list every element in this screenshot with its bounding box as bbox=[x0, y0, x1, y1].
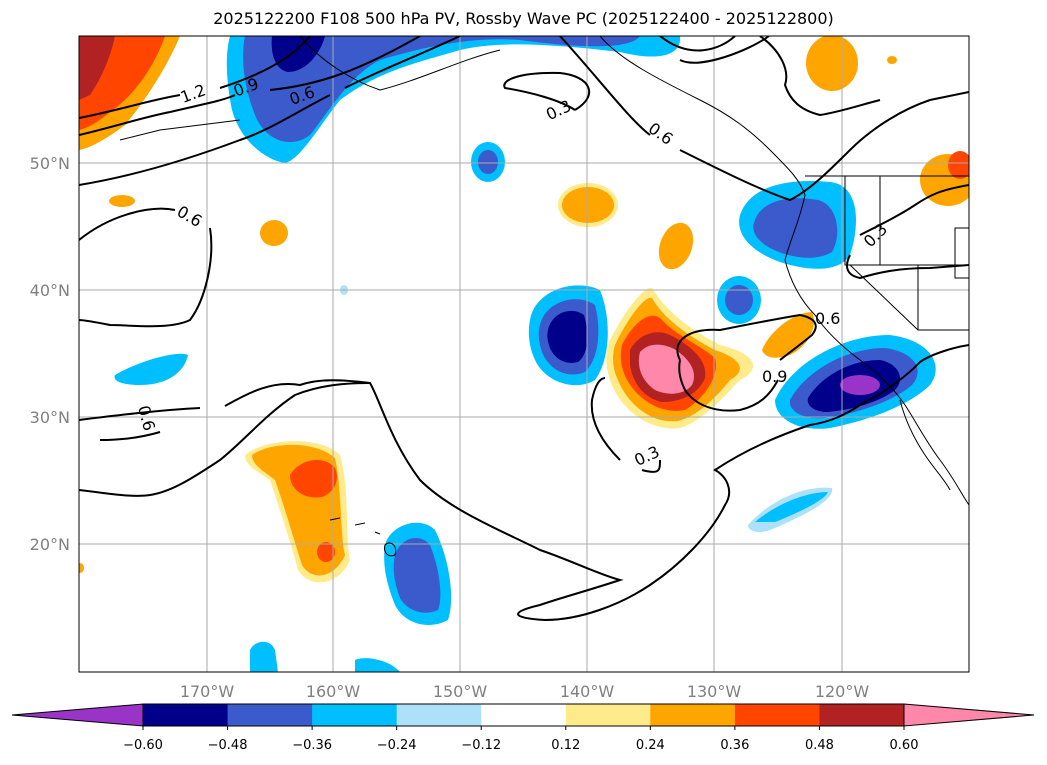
lon-tick-label: 150°W bbox=[433, 682, 488, 701]
anomaly-positive-small-b bbox=[658, 222, 694, 270]
contour-label: 0.6 bbox=[174, 202, 206, 231]
colorbar-tick-label: −0.60 bbox=[123, 738, 163, 753]
lat-tick-label: 30°N bbox=[30, 408, 70, 427]
anomaly-positive-central-max bbox=[638, 344, 695, 394]
contour-0.6-south bbox=[79, 382, 371, 497]
colorbar-tick-label: −0.48 bbox=[208, 738, 248, 753]
colorbar-segment bbox=[481, 704, 567, 726]
north-america-coast bbox=[599, 36, 969, 506]
colorbar-segment bbox=[227, 704, 313, 726]
lat-tick-label: 40°N bbox=[30, 281, 70, 300]
anomaly-positive-small-c bbox=[260, 220, 288, 246]
lat-axis-labels: 20°N 30°N 40°N 50°N bbox=[30, 154, 70, 554]
contour-label: 0.3 bbox=[860, 220, 891, 251]
contour-0.9-central bbox=[676, 313, 817, 412]
anomaly-negative-alaska-mid bbox=[243, 36, 640, 143]
lat-tick-label: 20°N bbox=[30, 535, 70, 554]
contour-label: 0.6 bbox=[815, 309, 840, 328]
contour-label: 0.3 bbox=[631, 442, 662, 470]
lon-tick-label: 140°W bbox=[560, 682, 615, 701]
contour-0.3-north bbox=[503, 71, 590, 111]
contour-label: 0.6 bbox=[134, 403, 159, 433]
colorbar-segment bbox=[734, 704, 820, 726]
contour-0.9 bbox=[79, 36, 421, 136]
lon-tick-label: 160°W bbox=[306, 682, 361, 701]
coastlines bbox=[119, 36, 969, 557]
colorbar-segment bbox=[565, 704, 651, 726]
contour-0.3-ne bbox=[659, 36, 770, 64]
state-borders bbox=[844, 176, 969, 331]
colorbar-extend-max bbox=[903, 703, 1035, 727]
colorbar-segment bbox=[650, 704, 736, 726]
colorbar-tick-label: 0.36 bbox=[720, 738, 749, 753]
anomaly-positive-ne bbox=[806, 36, 858, 91]
colorbar-tick-label: 0.48 bbox=[805, 738, 834, 753]
colorbar-tick-label: −0.36 bbox=[292, 738, 332, 753]
map-frame bbox=[78, 35, 970, 673]
colorbar-outline bbox=[142, 703, 905, 727]
colorbar: −0.60 −0.48 −0.36 −0.24 −0.12 0.12 0.24 0.36 0.4… bbox=[11, 703, 1035, 753]
lat-tick-label: 50°N bbox=[30, 154, 70, 173]
lon-tick-label: 130°W bbox=[687, 682, 742, 701]
pv-anomaly-shading bbox=[79, 36, 969, 672]
hawaii-islands bbox=[329, 517, 397, 557]
lon-tick-label: 170°W bbox=[180, 682, 235, 701]
baja-coast bbox=[899, 399, 951, 491]
contour-0.6-west bbox=[79, 207, 213, 328]
contour-0.3-east bbox=[846, 184, 969, 280]
anomaly-negative-south-a bbox=[250, 641, 278, 672]
contour-0.6-ne bbox=[559, 36, 969, 202]
colorbar-tick-label: −0.12 bbox=[461, 738, 501, 753]
anomaly-positive-small-d bbox=[109, 195, 135, 207]
contour-1.2 bbox=[79, 36, 311, 119]
contour-0.6-north bbox=[79, 36, 461, 186]
contour-0.6-ne-2 bbox=[759, 36, 881, 117]
colorbar-tick-label: 0.24 bbox=[636, 738, 665, 753]
contour-0.3-central bbox=[590, 377, 661, 473]
map-title: 2025122200 F108 500 hPa PV, Rossby Wave … bbox=[213, 9, 834, 28]
colorbar-extend-min bbox=[11, 703, 144, 727]
anomaly-positive-nw-max bbox=[79, 36, 115, 100]
colorbar-segment bbox=[396, 704, 482, 726]
contour-0.6-main bbox=[79, 344, 969, 622]
contour-label: 1.2 bbox=[178, 80, 208, 107]
pv-contours bbox=[79, 36, 969, 622]
graticule bbox=[79, 36, 969, 672]
colorbar-tick-label: 0.12 bbox=[551, 738, 580, 753]
lon-axis-labels: 170°W 160°W 150°W 140°W 130°W 120°W bbox=[180, 682, 870, 701]
contour-label: 0.9 bbox=[762, 367, 787, 386]
colorbar-segment bbox=[312, 704, 398, 726]
anomaly-negative-socal-min bbox=[840, 375, 880, 395]
alaska-coast bbox=[119, 36, 501, 141]
colorbar-segment bbox=[819, 704, 905, 726]
anomaly-negative-west bbox=[114, 353, 188, 385]
anomaly-positive-coast bbox=[762, 312, 814, 358]
colorbar-tick-label: −0.24 bbox=[377, 738, 417, 753]
anomaly-negative-south-b bbox=[355, 658, 400, 672]
colorbar-segment bbox=[143, 704, 229, 726]
contour-label: 0.6 bbox=[645, 119, 677, 149]
colorbar-tick-label: 0.60 bbox=[890, 738, 919, 753]
contour-label: 0.3 bbox=[543, 96, 574, 124]
contour-0.6-small bbox=[99, 431, 161, 441]
anomaly-negative-alaska-core bbox=[271, 36, 325, 72]
lon-tick-label: 120°W bbox=[815, 682, 870, 701]
